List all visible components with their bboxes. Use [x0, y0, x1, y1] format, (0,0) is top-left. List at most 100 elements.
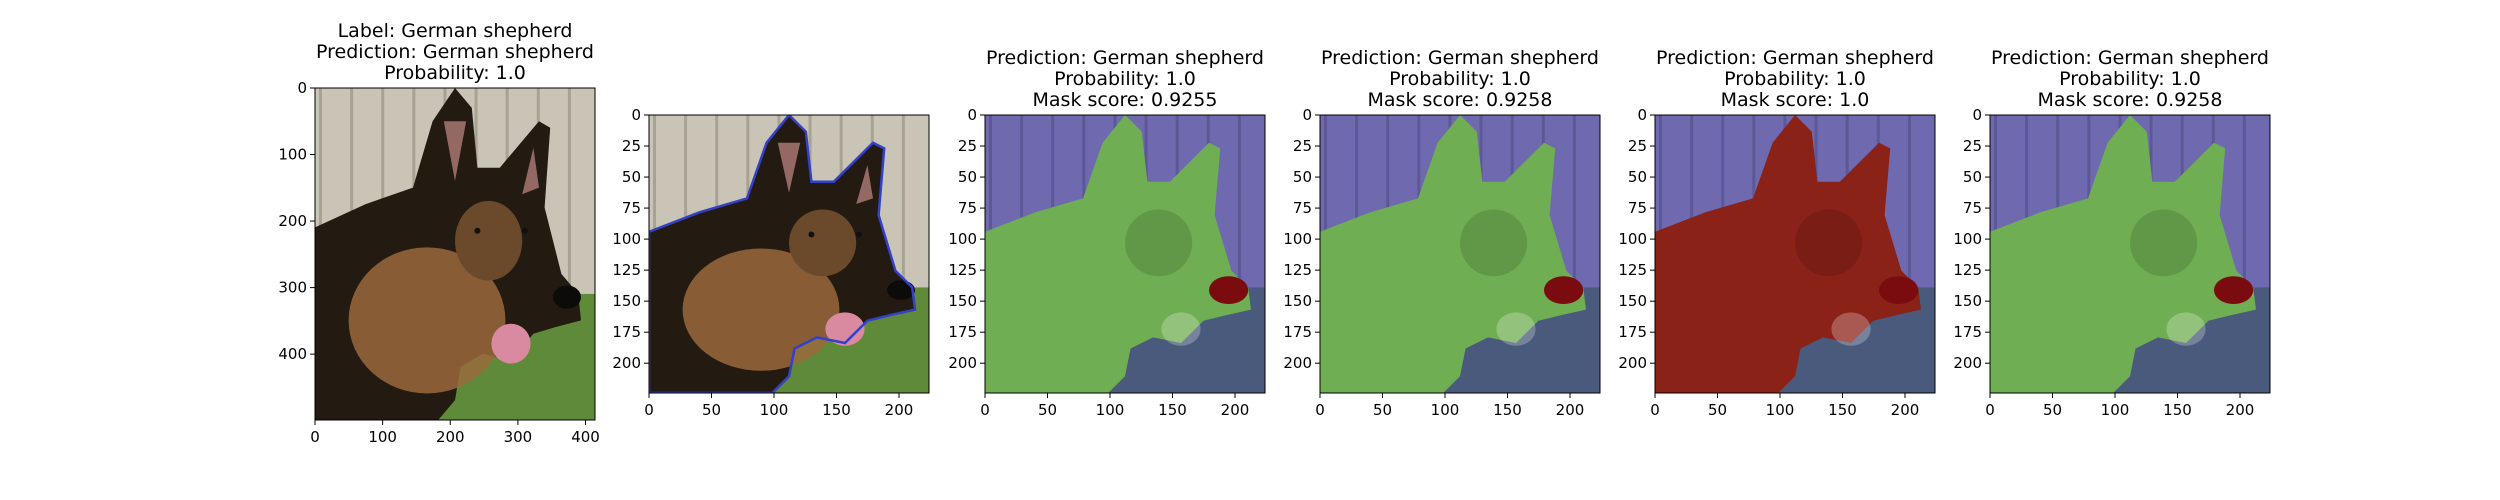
x-tick-label: 0: [980, 401, 990, 419]
x-tick-label: 0: [1315, 401, 1325, 419]
x-tick-label: 0: [1985, 401, 1995, 419]
y-tick-label: 75: [958, 199, 977, 217]
x-tick-label: 150: [2163, 401, 2192, 419]
x-tick-label: 0: [310, 428, 320, 446]
panel-image: [1990, 115, 2270, 393]
x-tick-label: 150: [1493, 401, 1522, 419]
panel-title-line: Probability: 1.0: [384, 62, 526, 84]
axes-frame: [314, 87, 596, 421]
dog-eye: [856, 231, 862, 238]
panel-3: Prediction: German shepherdProbability: …: [948, 47, 1266, 419]
dog-ear-inner: [443, 121, 467, 181]
y-tick-label: 75: [1293, 199, 1312, 217]
x-tick-label: 0: [1650, 401, 1660, 419]
dog-ear-inner: [856, 165, 873, 204]
y-tick-label: 0: [1972, 106, 1982, 124]
x-tick-label: 0: [644, 401, 654, 419]
panel-title-line: Probability: 1.0: [1389, 68, 1531, 90]
panel-image: [649, 115, 929, 393]
fence-slat: [1051, 115, 1055, 282]
dog-nose: [553, 285, 581, 309]
dog-face-shade: [1795, 209, 1863, 277]
y-tick-label: 175: [612, 323, 641, 341]
x-tick-label: 50: [1038, 401, 1057, 419]
fence-slat: [1386, 115, 1390, 282]
nose-mask-region: [1209, 276, 1249, 305]
mask-region: [1320, 115, 1586, 393]
fence-slat: [1572, 115, 1576, 282]
dog-tongue: [825, 312, 865, 346]
y-tick-label: 150: [1618, 292, 1647, 310]
dog-tan-fur: [682, 248, 840, 371]
fence-slat: [1907, 115, 1911, 282]
mask-contour: [649, 115, 917, 393]
fence-slat: [1659, 115, 1662, 282]
y-tick-label: 125: [1953, 261, 1982, 279]
x-tick-label: 400: [571, 428, 600, 446]
dog-tan-fur: [348, 247, 506, 394]
x-tick-label: 200: [436, 428, 465, 446]
fence-slat: [901, 115, 905, 288]
y-tick-label: 100: [612, 230, 641, 248]
y-tick-label: 50: [622, 168, 641, 186]
panel-title-line: Mask score: 1.0: [1721, 89, 1870, 111]
axes-frame: [1989, 114, 2271, 394]
panel-title-line: Probability: 1.0: [1724, 68, 1866, 90]
x-tick-label: 200: [2226, 401, 2255, 419]
panel-title-line: Probability: 1.0: [1054, 68, 1196, 90]
x-tick-label: 100: [1431, 401, 1460, 419]
panel-title-line: Prediction: German shepherd: [1991, 47, 2269, 69]
x-tick-label: 100: [2101, 401, 2130, 419]
dog-eye: [808, 231, 815, 238]
dog-nose: [887, 280, 915, 300]
dog-face-shade: [1125, 209, 1193, 277]
mask-region: [1990, 115, 2256, 393]
mask-region: [1655, 115, 1921, 393]
dog-tongue-shade: [2166, 312, 2206, 346]
y-tick-label: 150: [1283, 292, 1312, 310]
y-tick-label: 200: [1618, 354, 1647, 372]
fence-slat: [1690, 115, 1694, 282]
y-tick-label: 25: [958, 137, 977, 155]
y-tick-label: 150: [1953, 292, 1982, 310]
fence-slat: [2242, 115, 2246, 282]
fence-slat: [1994, 115, 1997, 282]
axes-frame: [1654, 114, 1936, 394]
y-tick-label: 50: [1628, 168, 1647, 186]
y-tick-label: 200: [1953, 354, 1982, 372]
x-tick-label: 100: [368, 428, 397, 446]
panel-image: [985, 115, 1265, 393]
x-tick-label: 50: [2043, 401, 2062, 419]
fence-slat: [319, 88, 322, 294]
dog-face: [455, 200, 523, 281]
dog-eye: [474, 227, 481, 234]
dog-tongue: [491, 323, 531, 364]
y-tick-label: 0: [631, 106, 641, 124]
dog-face: [789, 209, 857, 277]
y-tick-label: 125: [1618, 261, 1647, 279]
x-tick-label: 300: [504, 428, 533, 446]
panel-title-line: Prediction: German shepherd: [316, 41, 594, 63]
fence-slat: [1721, 115, 1725, 282]
axes-frame: [984, 114, 1266, 394]
x-tick-label: 200: [1891, 401, 1920, 419]
x-tick-label: 50: [1708, 401, 1727, 419]
y-tick-label: 150: [948, 292, 977, 310]
x-tick-label: 50: [702, 401, 721, 419]
x-tick-label: 200: [1556, 401, 1585, 419]
dog-tongue-shade: [1496, 312, 1536, 346]
panel-title-line: Probability: 1.0: [2059, 68, 2201, 90]
y-tick-label: 100: [1953, 230, 1982, 248]
panel-title-line: Mask score: 0.9258: [1368, 89, 1553, 111]
dog-tongue-shade: [1161, 312, 1201, 346]
fence-slat: [567, 88, 571, 294]
nose-mask-region: [2214, 276, 2254, 305]
fence-slat: [1237, 115, 1241, 282]
dog-ear-inner: [777, 142, 801, 193]
y-tick-label: 125: [948, 261, 977, 279]
panel-title-line: Label: German shepherd: [338, 20, 573, 42]
y-tick-label: 0: [967, 106, 977, 124]
x-tick-label: 150: [822, 401, 851, 419]
y-tick-label: 150: [612, 292, 641, 310]
